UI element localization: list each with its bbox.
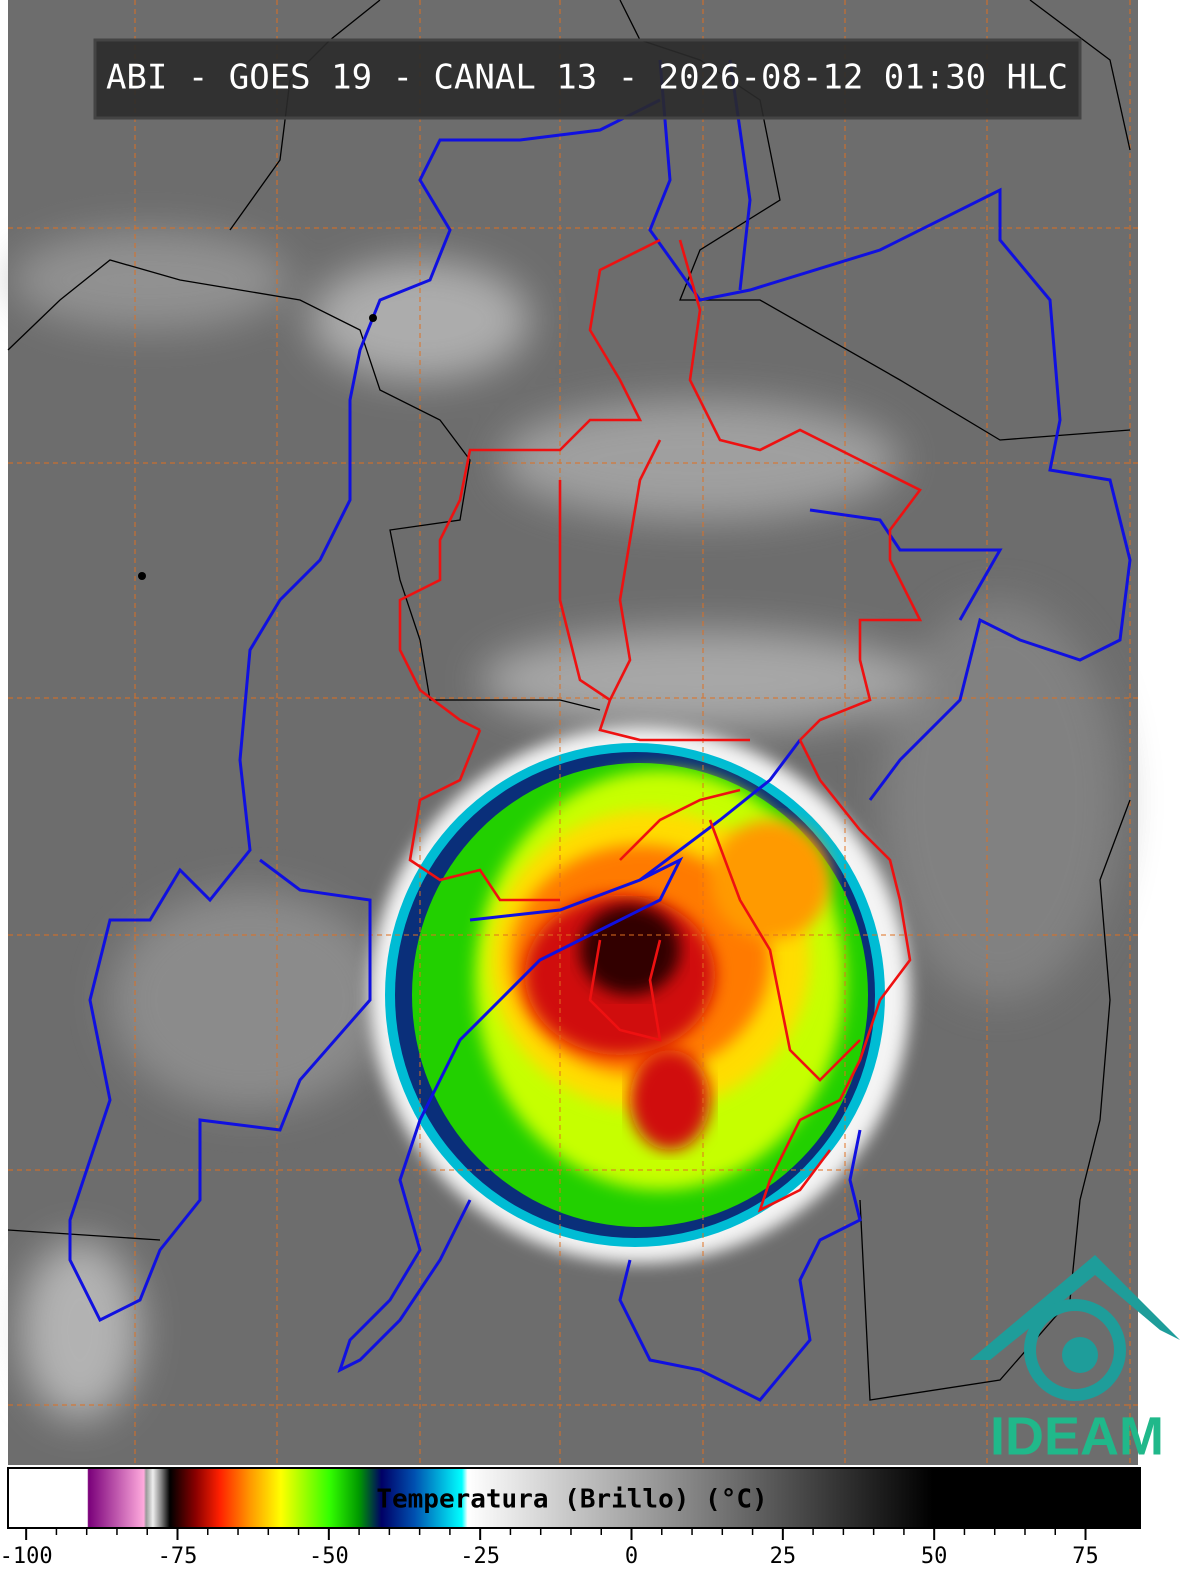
tick-label: 25 [770,1544,797,1569]
tick-label: -75 [158,1544,198,1569]
title: ABI - GOES 19 - CANAL 13 - 2026-08-12 01… [106,58,1068,98]
logo: IDEAM [970,1255,1180,1466]
tick-label: -100 [0,1544,53,1569]
title-box: ABI - GOES 19 - CANAL 13 - 2026-08-12 01… [93,38,1082,120]
tick-label: 50 [921,1544,948,1569]
colorbar: Temperatura (Brillo) (°C) -100 -75 -50 -25 0… [0,1467,1141,1569]
storm [370,727,910,1263]
grid [8,0,1138,1465]
admin-borders [398,238,923,1213]
colorbar-label: Temperatura (Brillo) (°C) [376,1485,767,1515]
logo-text: IDEAM [990,1406,1164,1466]
tick-label: 0 [625,1544,638,1569]
tick-label: -50 [309,1544,349,1569]
tick-label: -25 [460,1544,500,1569]
map [7,0,1138,1465]
tick-label: 75 [1072,1544,1099,1569]
